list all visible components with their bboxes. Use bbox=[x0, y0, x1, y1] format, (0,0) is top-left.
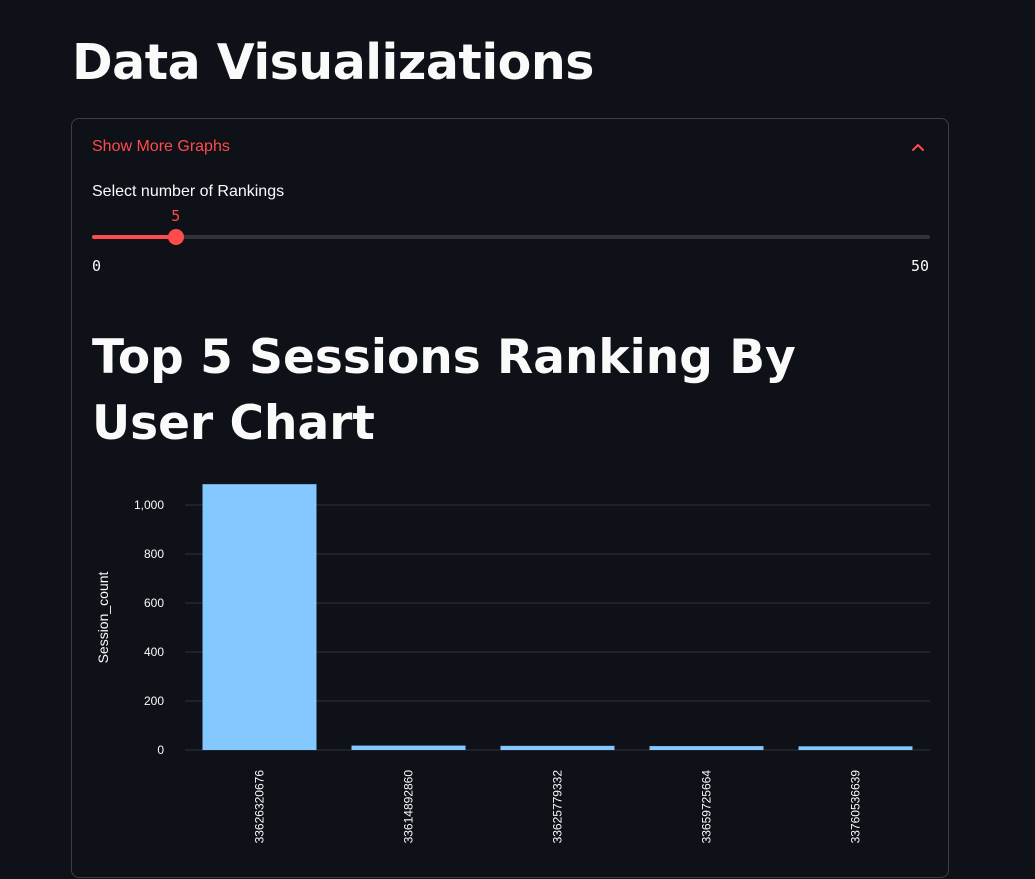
y-tick-label: 400 bbox=[144, 645, 164, 659]
rankings-slider-track[interactable] bbox=[92, 229, 930, 245]
slider-value: 5 bbox=[171, 207, 181, 225]
show-more-graphs-expander: Show More Graphs Select number of Rankin… bbox=[71, 118, 949, 878]
y-tick-label: 200 bbox=[144, 694, 164, 708]
session-ranking-bar-chart: 0 200 400 600 800 1,000 Session_count 336263206… bbox=[95, 484, 930, 844]
bar-33626320676 bbox=[202, 484, 317, 750]
x-tick-label: 33659725664 bbox=[700, 770, 714, 844]
chevron-up-icon[interactable] bbox=[910, 139, 926, 155]
y-tick-label: 0 bbox=[157, 743, 164, 757]
expander-header[interactable]: Show More Graphs bbox=[72, 119, 948, 177]
bar-33625779332 bbox=[500, 745, 615, 750]
y-axis-title: Session_count bbox=[95, 571, 111, 663]
x-tick-label: 33625779332 bbox=[551, 770, 565, 844]
y-tick-label: 600 bbox=[144, 596, 164, 610]
x-tick-label: 33626320676 bbox=[253, 770, 267, 844]
x-tick-label: 33760536639 bbox=[849, 770, 863, 844]
page-title: Data Visualizations bbox=[72, 34, 594, 91]
y-tick-label: 800 bbox=[144, 547, 164, 561]
slider-label: Select number of Rankings bbox=[92, 183, 285, 200]
y-tick-label: 1,000 bbox=[134, 498, 164, 512]
rankings-slider-thumb[interactable] bbox=[167, 229, 184, 245]
bar-33614892860 bbox=[351, 745, 466, 750]
slider-max-label: 50 bbox=[910, 257, 929, 275]
chart-section-title: Top 5 Sessions Ranking By User Chart bbox=[92, 330, 796, 451]
rankings-slider-fill bbox=[92, 235, 176, 239]
bar-33760536639 bbox=[798, 746, 913, 750]
expander-label: Show More Graphs bbox=[92, 138, 230, 155]
x-tick-label: 33614892860 bbox=[402, 770, 416, 844]
slider-min-label: 0 bbox=[92, 257, 102, 275]
bar-33659725664 bbox=[649, 746, 764, 750]
